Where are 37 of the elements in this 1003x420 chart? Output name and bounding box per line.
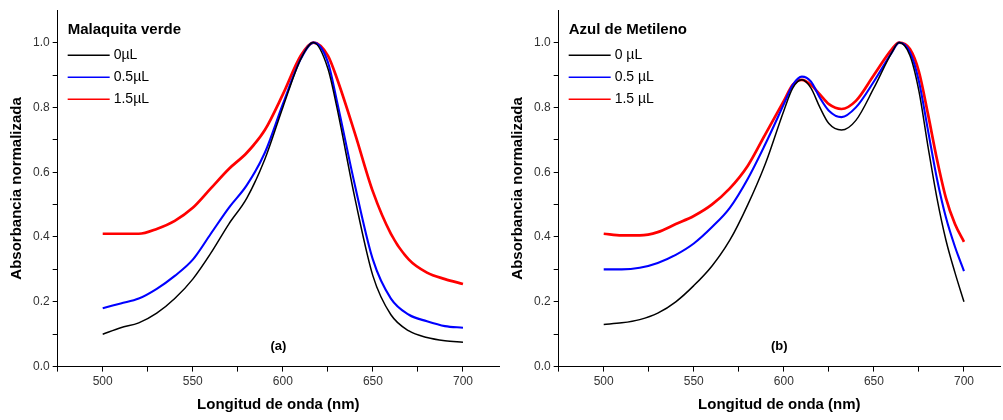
y-tick-label: 0.4 xyxy=(32,229,50,244)
annotation: (b) xyxy=(771,338,788,354)
legend-label: 1.5µL xyxy=(113,90,150,107)
legend-label: 0.5µL xyxy=(113,68,150,85)
x-tick-label: 600 xyxy=(773,374,795,389)
x-tick-label: 500 xyxy=(593,374,615,389)
x-tick-label: 700 xyxy=(953,374,975,389)
y-tick-label: 0.4 xyxy=(533,229,551,244)
x-tick-label: 650 xyxy=(362,374,384,389)
line-series xyxy=(602,41,965,326)
y-tick-label: 0.2 xyxy=(32,294,50,309)
text: Malaquita verde xyxy=(67,20,182,38)
x-axis-title: Longitud de onda (nm) xyxy=(698,395,861,413)
y-tick-label: 0.8 xyxy=(32,99,50,114)
y-tick-label: 0.2 xyxy=(533,294,551,309)
legend-label: 0µL xyxy=(113,46,138,63)
y-tick-label: 0.8 xyxy=(533,99,551,114)
x-tick-label: 600 xyxy=(272,374,294,389)
x-tick-label: 550 xyxy=(182,374,204,389)
x-tick-label: 550 xyxy=(683,374,705,389)
y-axis-title: Absorbancia normalizada xyxy=(7,96,25,280)
x-tick-label: 650 xyxy=(863,374,885,389)
y-tick-label: 1.0 xyxy=(32,34,50,49)
legend-label: 0 µL xyxy=(614,46,643,63)
legend-label: 1.5 µL xyxy=(614,90,655,107)
y-tick-label: 0.0 xyxy=(533,358,551,373)
y-tick-label: 0.6 xyxy=(533,164,551,179)
y-axis-title: Absorbancia normalizada xyxy=(508,96,526,280)
x-tick-label: 700 xyxy=(452,374,474,389)
y-tick-label: 1.0 xyxy=(533,34,551,49)
y-tick-label: 0.6 xyxy=(32,164,50,179)
legend-label: 0.5 µL xyxy=(614,68,655,85)
annotation: (a) xyxy=(270,338,287,354)
x-axis-title: Longitud de onda (nm) xyxy=(197,395,360,413)
y-tick-label: 0.0 xyxy=(32,358,50,373)
x-tick-label: 500 xyxy=(92,374,114,389)
text: Azul de Metileno xyxy=(568,20,688,38)
